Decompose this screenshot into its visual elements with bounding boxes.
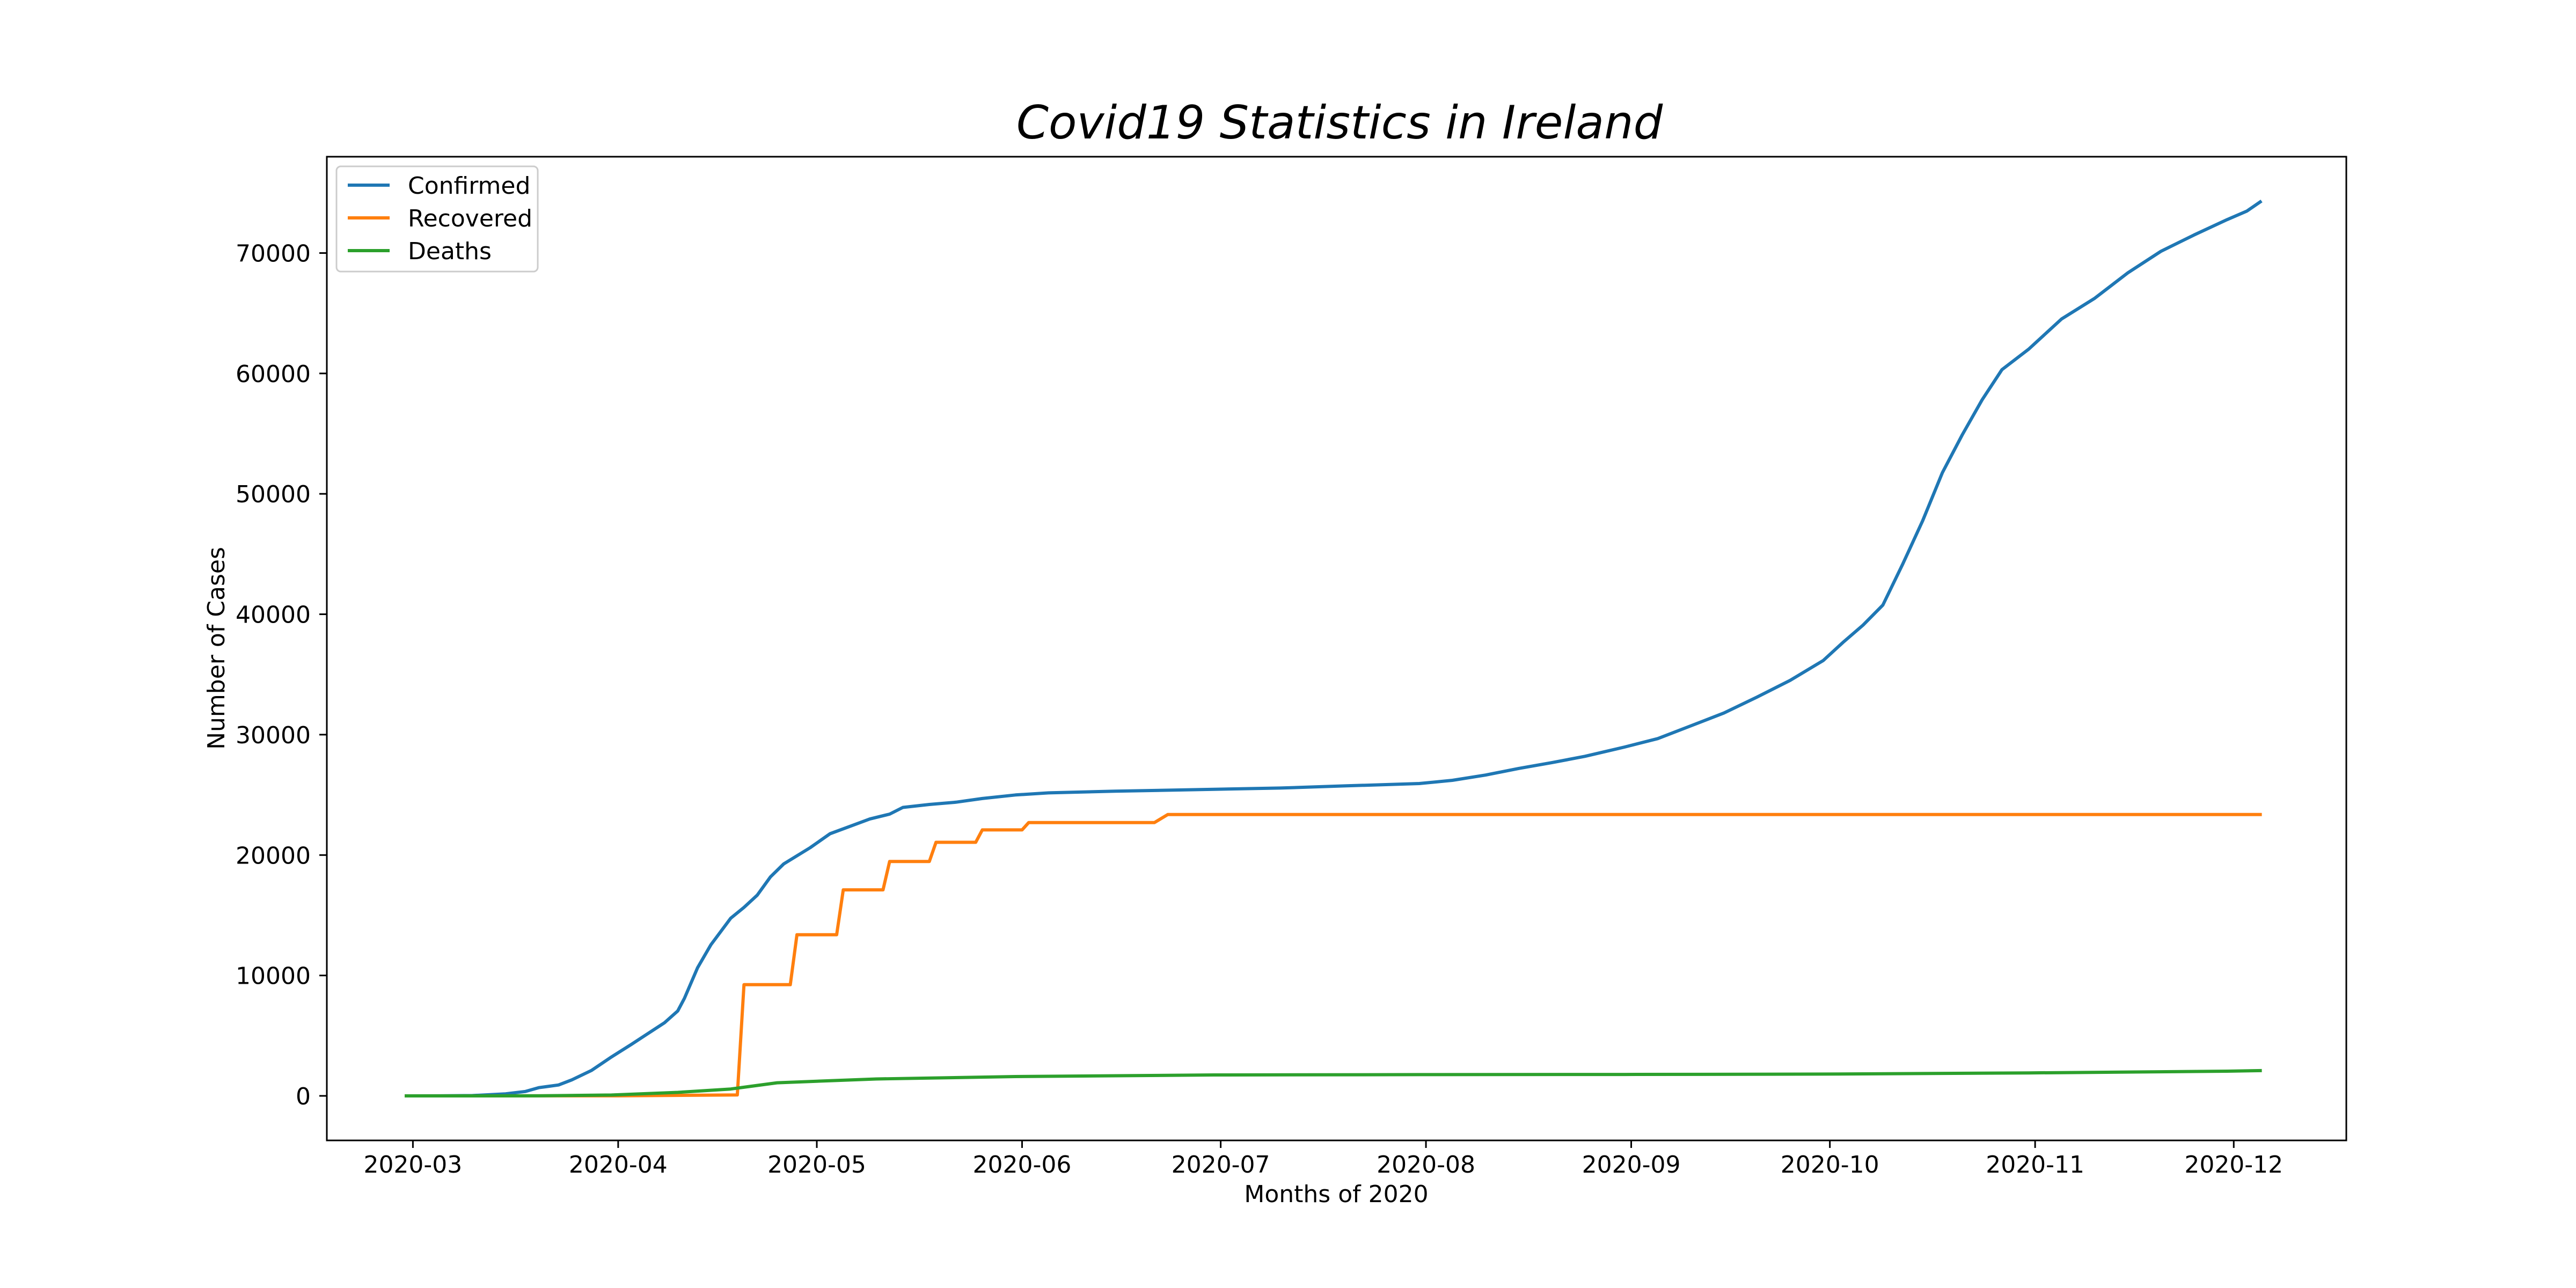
legend-box xyxy=(335,165,539,273)
x-tick-label: 2020-06 xyxy=(973,1151,1072,1179)
x-tick-label: 2020-03 xyxy=(363,1151,462,1179)
x-tick-label: 2020-05 xyxy=(767,1151,866,1179)
legend: Confirmed Recovered Deaths xyxy=(335,165,539,273)
y-tick-label: 10000 xyxy=(236,963,311,990)
y-tick-label: 30000 xyxy=(236,722,311,749)
axes-frame xyxy=(326,156,2347,1141)
y-axis-label: Number of Cases xyxy=(203,547,230,750)
x-tick-label: 2020-08 xyxy=(1377,1151,1475,1179)
y-tick-label: 40000 xyxy=(236,602,311,629)
y-tick-label: 0 xyxy=(296,1083,311,1110)
x-tick-label: 2020-04 xyxy=(569,1151,668,1179)
y-tick-label: 50000 xyxy=(236,481,311,508)
series-line-confirmed xyxy=(405,200,2263,1098)
y-tick-label: 20000 xyxy=(236,842,311,869)
chart-title: Covid19 Statistics in Ireland xyxy=(1016,96,1663,150)
y-tick-label: 70000 xyxy=(236,240,311,267)
legend-label-confirmed: Confirmed xyxy=(408,172,530,200)
x-tick-label: 2020-09 xyxy=(1582,1151,1681,1179)
series-line-deaths xyxy=(405,1069,2262,1098)
plot-area xyxy=(405,200,2263,1098)
y-tick-label: 60000 xyxy=(236,361,311,388)
legend-label-deaths: Deaths xyxy=(408,238,492,265)
x-tick-label: 2020-12 xyxy=(2184,1151,2283,1179)
x-tick-label: 2020-07 xyxy=(1172,1151,1270,1179)
x-tick-label: 2020-11 xyxy=(1986,1151,2084,1179)
x-axis: 2020-03 2020-04 2020-05 2020-06 2020-07 2020-… xyxy=(363,1140,2283,1179)
y-axis: 0 10000 20000 30000 40000 50000 60000 70000 xyxy=(236,240,327,1110)
x-tick-label: 2020-10 xyxy=(1781,1151,1879,1179)
legend-label-recovered: Recovered xyxy=(408,205,532,232)
series-line-recovered xyxy=(405,813,2262,1098)
x-axis-label: Months of 2020 xyxy=(1244,1181,1428,1208)
